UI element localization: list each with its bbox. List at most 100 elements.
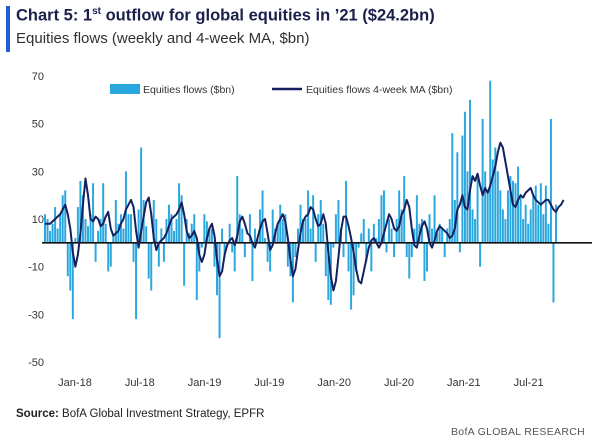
x-tick-label: Jul-18 [125, 377, 155, 389]
bar [195, 242, 198, 301]
bar [208, 228, 211, 243]
bar [302, 219, 305, 243]
bar [218, 242, 221, 339]
bar [117, 223, 120, 243]
bar [284, 214, 287, 243]
bar [107, 242, 110, 272]
bar [147, 242, 150, 279]
bar [537, 204, 540, 243]
chart-title-superscript: st [92, 6, 102, 17]
bar [223, 242, 226, 258]
bar [74, 238, 77, 243]
bar [81, 195, 84, 243]
bar [426, 242, 428, 272]
x-axis-labels: Jan-18 Jul-18 Jan-19 Jul-19 Jan-20 Jul-20 Jan-… [58, 377, 543, 389]
bar [443, 242, 446, 258]
bar [150, 242, 153, 291]
bar [393, 242, 396, 258]
bar [484, 171, 487, 243]
bar [527, 223, 530, 243]
y-tick-label: -50 [28, 357, 44, 369]
y-tick-label: 50 [32, 119, 44, 131]
bar [296, 228, 299, 243]
bar [89, 214, 92, 243]
chart-subtitle: Equities flows (weekly and 4-week MA, $b… [16, 30, 310, 47]
bar [236, 176, 239, 243]
bar [347, 242, 350, 272]
bar [190, 223, 193, 243]
bar [441, 228, 444, 243]
bar [552, 242, 555, 303]
bar [544, 185, 547, 243]
bar [59, 214, 62, 243]
bar [519, 195, 522, 243]
bar [312, 195, 315, 243]
bar [532, 195, 535, 243]
bar [228, 223, 231, 243]
bar [145, 226, 148, 243]
bar [99, 219, 102, 243]
bar [314, 242, 317, 262]
x-tick-label: Jan-20 [317, 377, 351, 389]
bar [210, 228, 213, 243]
y-tick-label: 30 [32, 166, 44, 178]
bar [375, 238, 378, 243]
bar [499, 190, 502, 243]
bar [479, 242, 482, 267]
bar [76, 207, 79, 243]
source-label: Source: [16, 408, 59, 420]
bar [438, 223, 441, 243]
bar [327, 242, 330, 301]
bar [261, 190, 264, 243]
bar [380, 195, 383, 243]
bars-group [44, 80, 557, 339]
bar [509, 176, 512, 243]
bar [549, 118, 552, 243]
bar [388, 219, 391, 243]
bar [337, 199, 340, 243]
bar [44, 214, 46, 243]
bar [294, 242, 297, 258]
legend-label-bars: Equities flows ($bn) [143, 84, 235, 96]
bar [408, 242, 411, 279]
bar [276, 223, 279, 243]
bar [253, 228, 256, 243]
bar [390, 228, 393, 243]
bar [481, 118, 484, 243]
bar [377, 219, 380, 243]
chart-title-part2: outflow for global equities in ’21 ($24.… [101, 6, 435, 25]
chart-title-part1: Chart 5: 1 [16, 6, 93, 25]
bar [372, 223, 375, 243]
bar [342, 242, 345, 258]
bar [66, 242, 69, 277]
bar [345, 180, 348, 243]
chart-title: Chart 5: 1st outflow for global equities… [16, 6, 435, 26]
bar [102, 183, 105, 243]
bar [180, 195, 183, 243]
x-tick-label: Jan-18 [58, 377, 92, 389]
bar [309, 228, 312, 243]
bar [334, 214, 337, 243]
bar [71, 242, 74, 320]
bar [175, 219, 178, 243]
bar [87, 226, 89, 243]
bar [135, 242, 138, 320]
bar [494, 147, 497, 243]
bar [69, 242, 72, 291]
bar [451, 133, 454, 243]
bar [160, 228, 163, 243]
bar [119, 214, 122, 243]
bar [433, 195, 436, 243]
bar [385, 242, 388, 253]
bar [522, 219, 525, 243]
x-tick-label: Jul-21 [514, 377, 544, 389]
bar [279, 204, 282, 243]
bar [476, 176, 479, 243]
bar [529, 209, 532, 243]
bar [322, 223, 325, 243]
bar [271, 209, 274, 243]
bar [248, 214, 251, 243]
legend-swatch-bars [110, 84, 140, 94]
ma-line [45, 141, 565, 292]
